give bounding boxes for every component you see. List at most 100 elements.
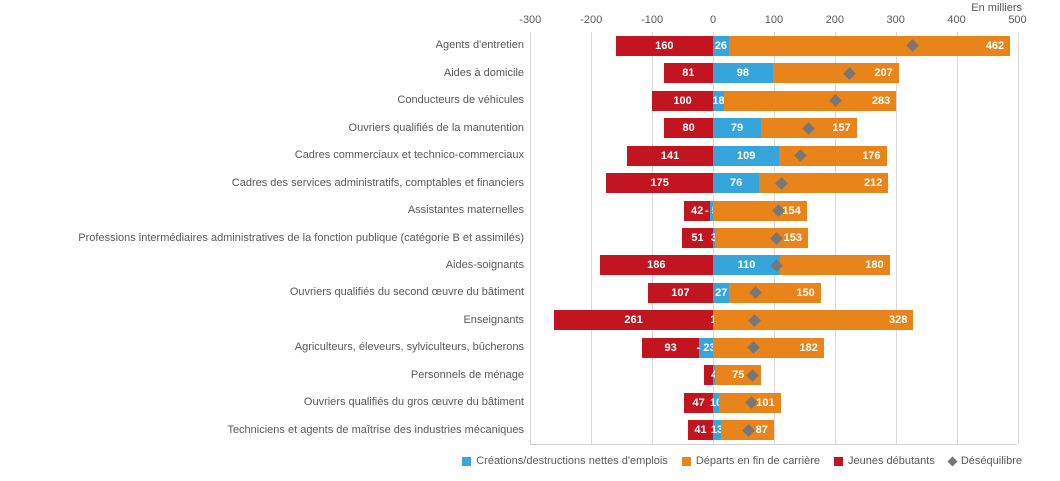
- category-label: Enseignants: [463, 313, 524, 326]
- bar-segment-departs: 153: [714, 228, 808, 248]
- bar-label-creations: 27: [715, 286, 728, 299]
- gridline: [1017, 32, 1019, 444]
- bar-segment-jeunes: 141: [627, 145, 713, 166]
- bar-label-jeunes: 51: [691, 232, 704, 244]
- axis-tick-label: 300: [886, 14, 905, 26]
- bar-label-jeunes: 160: [655, 39, 674, 52]
- category-label: Techniciens et agents de maîtrise des in…: [227, 423, 524, 436]
- bar-label-departs: 87: [755, 424, 768, 437]
- bar-label-departs: 157: [832, 122, 851, 135]
- gridline: [530, 32, 532, 444]
- bar-label-jeunes: 80: [682, 122, 695, 135]
- bar-segment-jeunes: 261: [554, 310, 713, 331]
- bar-segment-departs: 462: [728, 35, 1011, 56]
- bar-segment-jeunes: [704, 365, 713, 386]
- bar-segment-creations: 76: [713, 173, 760, 194]
- legend-item: Créations/destructions nettes d'emplois: [462, 455, 668, 467]
- bar-label-departs: 101: [756, 396, 775, 409]
- axis-tick-label: 0: [709, 14, 717, 26]
- bar-segment-jeunes: 93: [642, 337, 699, 358]
- category-label: Personnels de ménage: [410, 368, 524, 381]
- bar-segment-departs: 283: [723, 90, 897, 111]
- bar-label-jeunes: 47: [692, 396, 705, 409]
- bar-segment-departs: 180: [779, 255, 890, 276]
- bar-label-departs: 176: [862, 149, 881, 162]
- category-label: Conducteurs de véhicules: [397, 94, 524, 107]
- bar-label-creations: 98: [736, 67, 749, 80]
- bar-label-jeunes: 42: [691, 204, 704, 217]
- bar-segment-departs: 150: [729, 282, 821, 303]
- bar-segment-creations: 98: [713, 63, 773, 84]
- bar-label-jeunes: 141: [660, 149, 680, 162]
- legend-diamond-swatch: [947, 456, 958, 466]
- gridline: [652, 32, 654, 444]
- bar-segment-departs: 207: [772, 63, 899, 84]
- bar-segment-creations: 3: [711, 228, 717, 248]
- bar-label-jeunes: 100: [673, 94, 692, 107]
- bar-segment-creations: 13: [711, 420, 723, 441]
- legend-label: Déséquilibre: [960, 455, 1022, 467]
- bar-segment-jeunes: 186: [599, 255, 713, 276]
- axis-tick-label: -300: [519, 14, 542, 26]
- bar-segment-creations: 18: [712, 90, 725, 111]
- bar-segment-jeunes: 42: [684, 200, 710, 221]
- bar-segment-jeunes: 175: [606, 173, 713, 194]
- category-label: Ouvriers qualifiés de la manutention: [348, 121, 524, 134]
- axis-units-label: En milliers: [971, 2, 1022, 14]
- bar-label-creations: 109: [737, 149, 756, 162]
- bar-segment-jeunes: 41: [688, 420, 713, 441]
- axis-tick-label: 500: [1008, 14, 1027, 26]
- bar-segment-jeunes: 80: [664, 118, 713, 139]
- bar-segment-jeunes: 107: [647, 282, 713, 303]
- bar-segment-jeunes: 47: [684, 392, 713, 413]
- bar-label-departs: 207: [874, 67, 893, 80]
- category-label: Aides à domicile: [443, 66, 524, 79]
- bar-segment-creations: 79: [713, 118, 762, 139]
- bar-label-creations: 76: [730, 177, 743, 190]
- bar-segment-creations: 4: [711, 365, 717, 386]
- gridline: [834, 32, 836, 444]
- bar-segment-departs: 212: [759, 173, 889, 194]
- bar-label-creations: 18: [712, 94, 725, 107]
- category-label: Agents d'entretien: [435, 39, 524, 52]
- axis-tick-label: -100: [641, 14, 664, 26]
- legend-label: Départs en fin de carrière: [695, 455, 820, 467]
- bar-segment-departs: 328: [713, 310, 914, 331]
- category-label: Cadres commerciaux et technico-commercia…: [294, 149, 524, 162]
- bar-label-departs: 75: [732, 369, 745, 382]
- bar-label-departs: 154: [782, 204, 801, 217]
- bar-label-creations: 3: [711, 228, 717, 248]
- bar-label-departs: 180: [865, 259, 884, 272]
- axis-tick-label: 400: [947, 14, 966, 26]
- bar-segment-departs: 176: [779, 145, 887, 166]
- bar-segment-creations: 1: [710, 310, 716, 331]
- bar-label-departs: 150: [796, 286, 815, 299]
- bar-segment-creations: - 23: [696, 337, 716, 358]
- bar-label-jeunes: 81: [682, 67, 695, 80]
- bar-label-creations: 110: [737, 259, 756, 272]
- legend-label: Créations/destructions nettes d'emplois: [476, 455, 668, 467]
- legend-square-swatch: [681, 456, 691, 466]
- bar-label-jeunes: 93: [664, 341, 677, 354]
- bar-segment-departs: 154: [713, 200, 807, 221]
- category-label: Assistantes maternelles: [407, 204, 524, 217]
- bar-label-creations: 1: [710, 310, 716, 330]
- bar-label-jeunes: 261: [624, 314, 643, 327]
- bar-label-departs: 212: [864, 177, 883, 190]
- bar-label-jeunes: 186: [647, 259, 666, 272]
- bar-label-departs: 283: [871, 94, 891, 107]
- bar-segment-creations: 26: [713, 35, 729, 56]
- category-label: Cadres des services administratifs, comp…: [231, 176, 524, 189]
- category-label: Ouvriers qualifiés du gros œuvre du bâti…: [303, 396, 524, 409]
- bar-segment-creations: 27: [713, 282, 730, 303]
- legend-square-swatch: [462, 456, 472, 466]
- bar-label-departs: 182: [799, 341, 818, 354]
- x-axis-line: [530, 444, 1018, 445]
- bar-label-creations: - 23: [696, 341, 716, 354]
- bar-segment-creations: 110: [713, 255, 780, 276]
- axis-tick-label: -200: [580, 14, 603, 26]
- legend-item: Déséquilibre: [947, 455, 1022, 467]
- legend-item: Jeunes débutants: [833, 455, 935, 467]
- legend-label: Jeunes débutants: [847, 455, 935, 467]
